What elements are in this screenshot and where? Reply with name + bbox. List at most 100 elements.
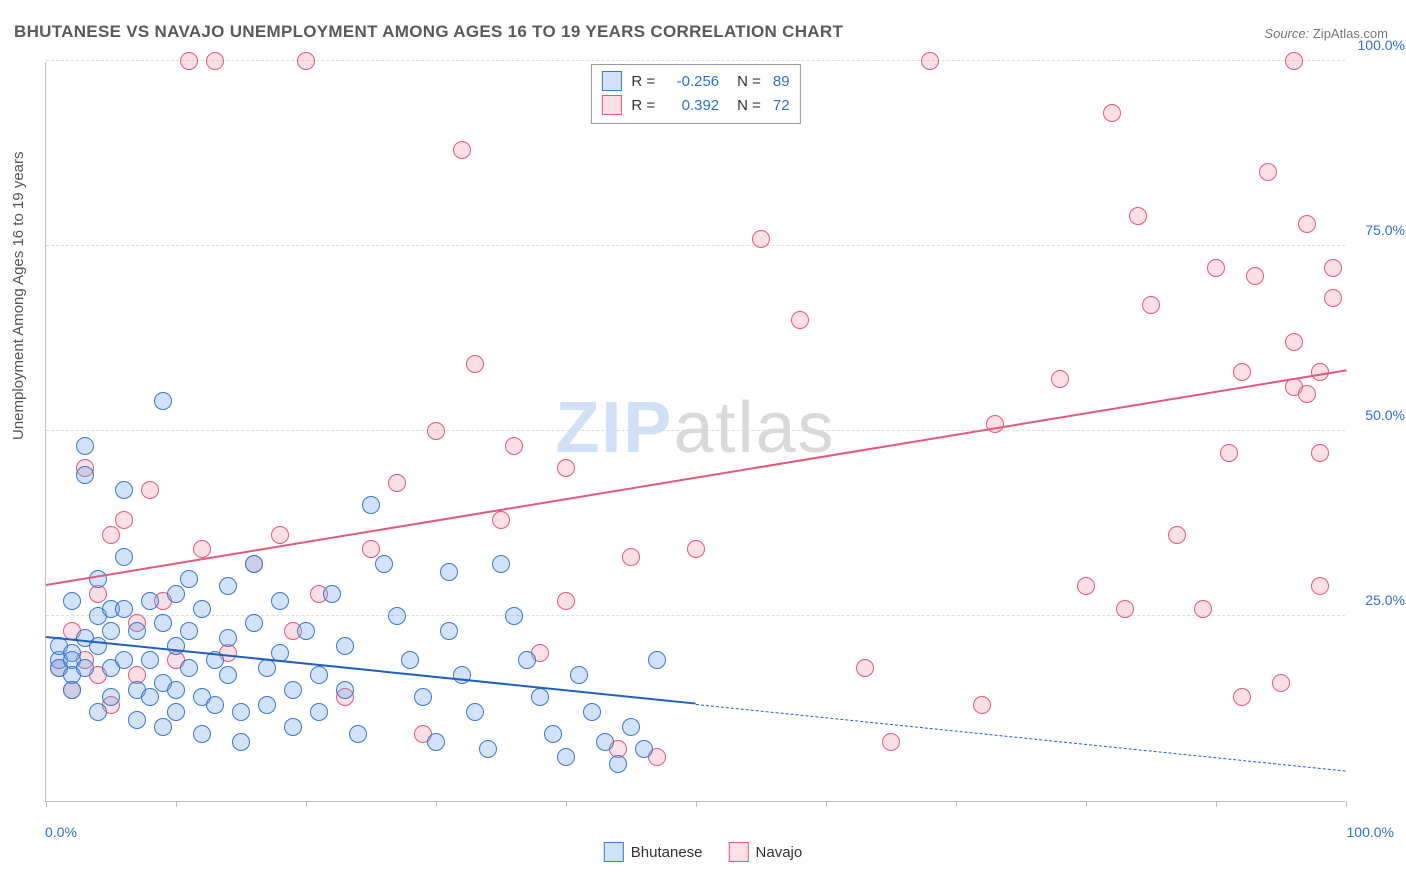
data-point	[557, 459, 575, 477]
data-point	[102, 526, 120, 544]
data-point	[635, 740, 653, 758]
data-point	[440, 563, 458, 581]
scatter-plot: ZIPatlas R = -0.256 N = 89 R = 0.392 N =…	[45, 62, 1345, 802]
data-point	[622, 718, 640, 736]
data-point	[1311, 444, 1329, 462]
data-point	[1259, 163, 1277, 181]
data-point	[1233, 363, 1251, 381]
data-point	[271, 526, 289, 544]
legend-item: Navajo	[729, 842, 803, 862]
data-point	[1142, 296, 1160, 314]
data-point	[219, 629, 237, 647]
data-point	[193, 600, 211, 618]
correlation-stats-box: R = -0.256 N = 89 R = 0.392 N = 72	[590, 64, 800, 124]
data-point	[76, 659, 94, 677]
data-point	[76, 437, 94, 455]
data-point	[115, 481, 133, 499]
x-axis-start-label: 0.0%	[45, 824, 77, 840]
x-tick	[176, 801, 177, 807]
y-tick-label: 25.0%	[1351, 592, 1405, 608]
swatch-series-b	[729, 842, 749, 862]
data-point	[128, 711, 146, 729]
x-tick	[436, 801, 437, 807]
x-tick	[46, 801, 47, 807]
data-point	[453, 141, 471, 159]
data-point	[323, 585, 341, 603]
data-point	[505, 437, 523, 455]
data-point	[154, 718, 172, 736]
gridline	[46, 615, 1345, 616]
data-point	[245, 555, 263, 573]
data-point	[1298, 385, 1316, 403]
x-tick	[696, 801, 697, 807]
data-point	[557, 748, 575, 766]
data-point	[310, 703, 328, 721]
data-point	[1103, 104, 1121, 122]
data-point	[297, 622, 315, 640]
data-point	[128, 622, 146, 640]
x-tick	[1346, 801, 1347, 807]
data-point	[141, 651, 159, 669]
y-tick-label: 100.0%	[1351, 37, 1405, 53]
data-point	[479, 740, 497, 758]
data-point	[154, 392, 172, 410]
data-point	[63, 592, 81, 610]
data-point	[505, 607, 523, 625]
data-point	[115, 651, 133, 669]
data-point	[1194, 600, 1212, 618]
data-point	[518, 651, 536, 669]
swatch-series-a	[601, 71, 621, 91]
data-point	[258, 659, 276, 677]
data-point	[1207, 259, 1225, 277]
data-point	[1233, 688, 1251, 706]
data-point	[752, 230, 770, 248]
data-point	[284, 718, 302, 736]
data-point	[544, 725, 562, 743]
data-point	[102, 622, 120, 640]
data-point	[388, 607, 406, 625]
x-tick	[306, 801, 307, 807]
data-point	[687, 540, 705, 558]
swatch-series-a	[604, 842, 624, 862]
data-point	[375, 555, 393, 573]
data-point	[232, 733, 250, 751]
data-point	[180, 622, 198, 640]
data-point	[531, 688, 549, 706]
data-point	[1311, 577, 1329, 595]
stats-row: R = 0.392 N = 72	[601, 93, 789, 117]
data-point	[609, 755, 627, 773]
data-point	[1324, 259, 1342, 277]
data-point	[414, 688, 432, 706]
x-tick	[826, 801, 827, 807]
data-point	[141, 481, 159, 499]
x-tick	[1216, 801, 1217, 807]
data-point	[115, 548, 133, 566]
data-point	[1298, 215, 1316, 233]
r-value-b: 0.392	[663, 97, 719, 114]
data-point	[1246, 267, 1264, 285]
data-point	[427, 733, 445, 751]
n-label: N =	[737, 97, 761, 114]
data-point	[167, 681, 185, 699]
watermark-atlas: atlas	[673, 387, 835, 467]
data-point	[1129, 207, 1147, 225]
data-point	[63, 681, 81, 699]
data-point	[180, 659, 198, 677]
data-point	[570, 666, 588, 684]
series-legend: Bhutanese Navajo	[604, 842, 802, 862]
data-point	[219, 666, 237, 684]
data-point	[336, 681, 354, 699]
data-point	[1051, 370, 1069, 388]
data-point	[882, 733, 900, 751]
data-point	[1116, 600, 1134, 618]
data-point	[1324, 289, 1342, 307]
data-point	[284, 681, 302, 699]
data-point	[466, 703, 484, 721]
data-point	[89, 637, 107, 655]
watermark-zip: ZIP	[555, 387, 673, 467]
data-point	[206, 696, 224, 714]
data-point	[167, 585, 185, 603]
n-label: N =	[737, 73, 761, 90]
data-point	[310, 666, 328, 684]
n-value-a: 89	[773, 73, 790, 90]
